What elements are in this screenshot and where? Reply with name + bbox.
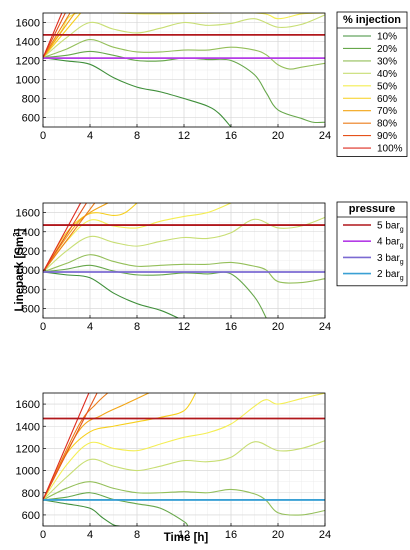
series-line-20pct (43, 264, 267, 318)
injection-legend-item-label: 100% (377, 144, 403, 155)
y-tick-label: 600 (22, 510, 40, 522)
injection-legend-item-label: 20% (377, 44, 397, 55)
injection-legend-item-label: 10% (377, 32, 397, 43)
pressure-legend-box (336, 201, 408, 287)
y-axis-label-text: Linepack [Sm (14, 237, 26, 312)
x-axis-label: Time [h] (164, 532, 209, 544)
injection-legend: % injection 10%20%30% 40%50% 60%70% 80%90% 10… (336, 11, 408, 157)
series-line-40pct (43, 14, 325, 59)
y-tick-label: 600 (22, 113, 40, 125)
y-tick-label: 1400 (16, 37, 40, 49)
y-axis-label-end: ] (14, 228, 26, 232)
x-tick-label: 12 (178, 529, 190, 541)
x-tick-label: 4 (87, 529, 93, 541)
series-line-40pct (43, 216, 325, 273)
x-tick-label: 20 (272, 130, 284, 142)
series-line-50pct (43, 393, 325, 501)
series-line-60pct (43, 203, 138, 273)
series-group (43, 13, 325, 127)
series-line-10pct (43, 57, 232, 127)
x-tick-label: 0 (40, 529, 46, 541)
series-line-30pct (43, 254, 325, 284)
series-line-50pct (43, 203, 232, 273)
y-tick-label: 1000 (16, 75, 40, 87)
series-line-90pct (43, 393, 98, 501)
series-group (43, 203, 325, 318)
series-line-10pct (43, 271, 179, 318)
injection-legend-title: % injection (343, 14, 401, 26)
ticks: 0 4 8 12 16 20 24 600 800 1000 1200 1400 1600 (16, 18, 332, 143)
series-line-10pct (43, 499, 120, 526)
y-axis-label: Linepack [Sm3] (12, 228, 26, 311)
injection-legend-item-label: 80% (377, 119, 397, 130)
x-tick-label: 16 (225, 130, 237, 142)
x-tick-label: 4 (87, 321, 93, 333)
x-tick-label: 24 (319, 321, 331, 333)
series-line-20pct (43, 492, 189, 526)
injection-legend-item-label: 50% (377, 81, 397, 92)
panel-1: 0 4 8 12 16 20 24 600 800 1000 1200 1400 1600 (16, 12, 332, 143)
series-line-30pct (43, 481, 325, 516)
injection-legend-item-label: 40% (377, 69, 397, 80)
x-tick-label: 8 (134, 529, 140, 541)
y-tick-label: 600 (22, 303, 40, 315)
x-tick-label: 12 (178, 130, 190, 142)
pressure-legend-title: pressure (349, 203, 395, 215)
y-tick-label: 1000 (16, 265, 40, 277)
ticks: 0 4 8 12 16 20 24 600 800 1000 1200 1400 1600 (16, 208, 332, 333)
x-tick-label: 0 (40, 321, 46, 333)
injection-legend-item-label: 60% (377, 94, 397, 105)
x-tick-label: 4 (87, 130, 93, 142)
y-tick-label: 1200 (16, 443, 40, 455)
series-line-20pct (43, 50, 325, 124)
y-tick-label: 800 (22, 284, 40, 296)
x-tick-label: 12 (178, 321, 190, 333)
x-tick-label: 24 (319, 130, 331, 142)
x-tick-label: 16 (225, 321, 237, 333)
x-tick-label: 16 (225, 529, 237, 541)
y-tick-label: 1600 (16, 18, 40, 30)
y-tick-label: 1600 (16, 399, 40, 411)
x-tick-label: 20 (272, 529, 284, 541)
y-tick-label: 1000 (16, 466, 40, 478)
y-tick-label: 1600 (16, 208, 40, 220)
pressure-legend-item-label: 3 barg (377, 253, 404, 266)
y-tick-label: 1200 (16, 246, 40, 258)
y-axis-label-sup: 3 (12, 232, 21, 237)
panel-2: 0 4 8 12 16 20 24 600 800 1000 1200 1400 1600 (16, 202, 332, 333)
y-tick-label: 1400 (16, 227, 40, 239)
injection-legend-item-label: 90% (377, 131, 397, 142)
injection-legend-item-label: 70% (377, 106, 397, 117)
x-tick-label: 0 (40, 130, 46, 142)
x-tick-label: 24 (319, 529, 331, 541)
y-tick-label: 1200 (16, 56, 40, 68)
panel-3: 0 4 8 12 16 20 24 600 800 1000 1200 1400 1600 (16, 392, 332, 541)
series-line-80pct (43, 203, 96, 273)
y-tick-label: 1400 (16, 421, 40, 433)
injection-legend-item-label: 30% (377, 56, 397, 67)
pressure-legend-item-label: 5 barg (377, 221, 404, 234)
x-tick-label: 20 (272, 321, 284, 333)
series-line-40pct (43, 440, 325, 501)
x-tick-label: 8 (134, 321, 140, 333)
pressure-legend: pressure 5 barg 4 barg 3 barg 2 barg (336, 201, 408, 287)
legends: % injection 10%20%30% 40%50% 60%70% 80%90% 10… (336, 11, 408, 287)
series-line-30pct (43, 39, 325, 70)
ticks: 0 4 8 12 16 20 24 600 800 1000 1200 1400 1600 (16, 399, 332, 541)
x-tick-label: 8 (134, 130, 140, 142)
y-tick-label: 800 (22, 488, 40, 500)
pressure-legend-item-label: 4 barg (377, 237, 404, 250)
y-tick-label: 800 (22, 94, 40, 106)
panels: 0 4 8 12 16 20 24 600 800 1000 1200 1400 1600 0 4 8 12 16… (16, 12, 332, 541)
series-line-100pct (43, 393, 90, 501)
series-line-60pct (43, 393, 197, 501)
series-line-90pct (43, 203, 88, 273)
series-line-100pct (43, 203, 82, 273)
pressure-legend-item-label: 2 barg (377, 269, 404, 282)
series-group (43, 393, 325, 526)
